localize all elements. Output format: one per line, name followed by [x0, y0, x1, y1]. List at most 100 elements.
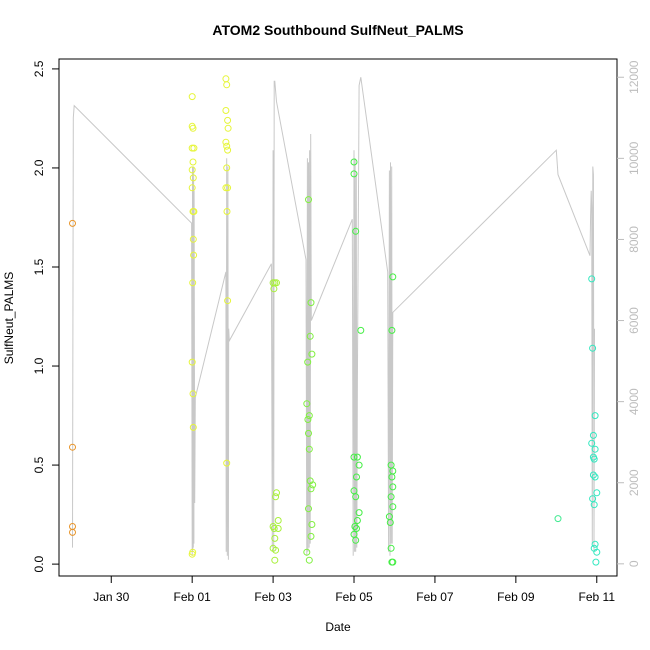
- y2-tick-label: 0: [627, 560, 641, 567]
- data-point: [273, 279, 280, 287]
- data-point: [353, 517, 361, 524]
- y2-tick-label: 8000: [627, 226, 641, 253]
- data-point: [188, 550, 196, 558]
- data-point: [188, 93, 196, 101]
- data-point: [591, 473, 599, 481]
- data-point: [188, 358, 196, 366]
- data-point: [309, 481, 317, 489]
- altitude-line-layer: [72, 77, 595, 560]
- data-point: [189, 423, 197, 431]
- data-point: [224, 184, 232, 192]
- data-point: [355, 461, 363, 469]
- data-point: [307, 485, 315, 493]
- y2-tick-label: 6000: [627, 307, 641, 334]
- plot-frame: [58, 58, 618, 577]
- data-point: [222, 107, 230, 114]
- data-point: [554, 515, 562, 523]
- data-point: [351, 523, 359, 530]
- data-point: [69, 219, 76, 227]
- data-point: [273, 489, 280, 497]
- data-point: [353, 473, 360, 481]
- data-point: [223, 81, 231, 89]
- data-point: [592, 558, 600, 566]
- data-point: [189, 235, 197, 243]
- data-point: [223, 164, 231, 172]
- data-point: [353, 453, 361, 461]
- data-point: [189, 279, 197, 287]
- data-point: [308, 350, 316, 358]
- y-axis: 0.0 0.5 1.0 1.5 2.0 2.5: [32, 60, 59, 572]
- data-point: [305, 196, 312, 204]
- x-tick-label: Feb 07: [416, 590, 454, 604]
- data-point: [590, 501, 598, 509]
- data-point: [189, 390, 197, 398]
- data-point: [350, 158, 358, 166]
- data-point: [593, 548, 601, 556]
- x-axis: Jan 30 Feb 01 Feb 03 Feb 05 Feb 07 Feb 09 Feb …: [93, 576, 615, 604]
- data-point: [307, 532, 315, 540]
- data-point: [589, 471, 597, 479]
- data-point: [223, 208, 231, 215]
- data-point: [305, 505, 312, 513]
- data-point: [590, 455, 598, 463]
- chart-title: ATOM2 Southbound SulfNeut_PALMS: [212, 22, 463, 38]
- data-point: [387, 493, 395, 501]
- data-point: [591, 412, 599, 420]
- y-tick-label: 0.5: [32, 456, 46, 473]
- y-tick-label: 2.0: [32, 159, 46, 176]
- data-point: [350, 170, 358, 178]
- data-point: [307, 299, 315, 307]
- data-point: [591, 540, 599, 548]
- data-point: [272, 493, 280, 501]
- y-tick-label: 2.5: [32, 60, 46, 77]
- data-point: [355, 509, 363, 517]
- data-point: [388, 326, 396, 334]
- data-point: [387, 544, 395, 552]
- data-point: [304, 416, 312, 423]
- data-point: [223, 142, 231, 150]
- data-point: [224, 116, 232, 124]
- points-layer: [69, 75, 601, 566]
- data-point: [188, 166, 196, 174]
- data-point: [224, 124, 232, 132]
- y2-tick-label: 4000: [627, 388, 641, 415]
- data-point: [303, 400, 311, 408]
- data-point: [305, 429, 312, 437]
- data-point: [305, 412, 313, 420]
- data-point: [303, 548, 311, 556]
- y-axis-label: SulfNeut_PALMS: [2, 272, 16, 365]
- data-point: [305, 445, 313, 453]
- data-point: [593, 489, 601, 497]
- data-point: [389, 483, 397, 491]
- data-point: [388, 473, 396, 481]
- data-point: [304, 358, 312, 366]
- y2-tick-label: 10000: [627, 141, 641, 175]
- data-point: [224, 297, 232, 305]
- data-point: [224, 146, 232, 154]
- data-point: [389, 558, 397, 566]
- data-point: [389, 273, 397, 281]
- data-point: [352, 227, 360, 235]
- x-tick-label: Feb 09: [497, 590, 535, 604]
- data-point: [189, 124, 197, 132]
- data-point: [190, 208, 198, 215]
- data-point: [352, 536, 360, 544]
- data-point: [69, 528, 76, 536]
- data-point: [189, 174, 197, 182]
- data-point: [589, 431, 597, 439]
- y-tick-label: 0.0: [32, 555, 46, 572]
- data-point: [190, 251, 198, 259]
- y2-axis: 0 2000 4000 6000 8000 10000 12000: [617, 60, 641, 567]
- data-point: [305, 556, 313, 564]
- data-point: [69, 443, 76, 451]
- y2-tick-label: 2000: [627, 469, 641, 496]
- data-point: [588, 275, 596, 283]
- data-point: [353, 525, 360, 532]
- data-point: [589, 344, 597, 352]
- data-point: [271, 556, 279, 564]
- x-tick-label: Feb 03: [254, 590, 292, 604]
- data-point: [270, 285, 278, 293]
- data-point: [389, 503, 397, 511]
- data-point: [588, 439, 596, 447]
